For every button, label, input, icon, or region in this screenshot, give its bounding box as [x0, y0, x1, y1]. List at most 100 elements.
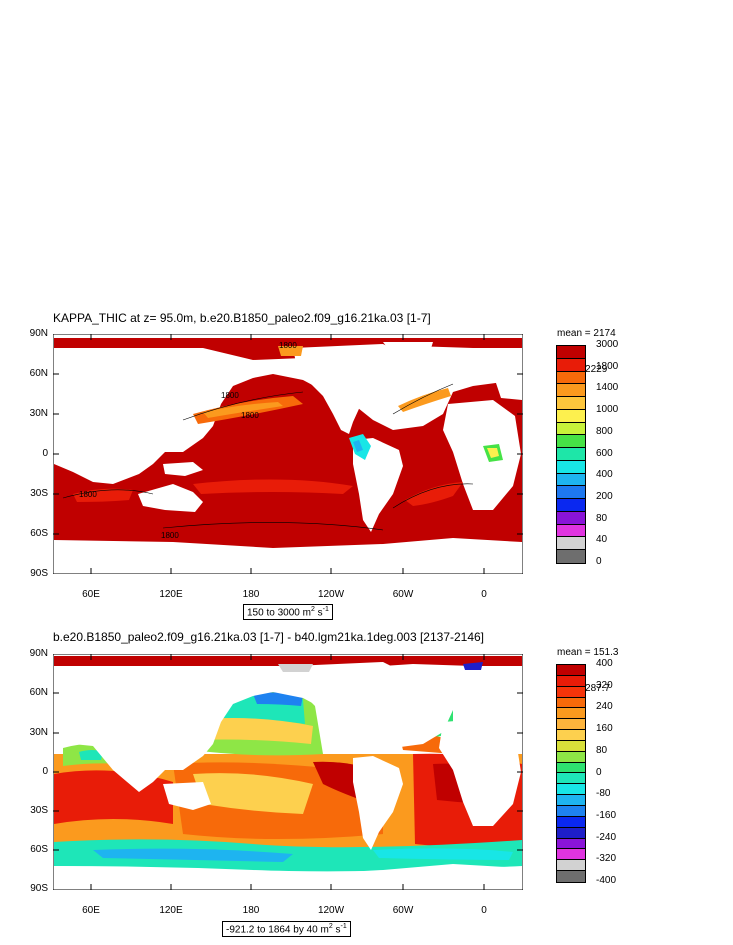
y-tick-label: 90N	[29, 328, 48, 339]
colorbar-segment	[557, 511, 585, 525]
land-mask	[54, 342, 522, 573]
colorbar-segment	[557, 697, 585, 709]
y-tick-label: 0	[42, 448, 48, 459]
range-box: 150 to 3000 m2 s-1	[243, 604, 333, 621]
x-tick-label: 120E	[159, 589, 183, 600]
y-tick-label: 60N	[29, 687, 48, 698]
contour-label: 1800	[221, 391, 239, 400]
colorbar-segment	[557, 409, 585, 423]
colorbar-segment	[557, 838, 585, 850]
colorbar-label: -240	[596, 831, 617, 843]
panel-title: KAPPA_THIC at z= 95.0m, b.e20.B1850_pale…	[53, 311, 431, 325]
axis-ticks	[53, 654, 523, 890]
y-tick-label: 60S	[30, 528, 48, 539]
contour-highlights	[73, 346, 503, 506]
colorbar-segment	[557, 719, 585, 731]
x-tick-label: 0	[481, 589, 487, 600]
y-tick-label: 30N	[29, 727, 48, 738]
colorbar-segment	[557, 773, 585, 785]
colorbar-bottom	[556, 664, 586, 883]
colorbar-label: -80	[596, 788, 611, 800]
range-box: -921.2 to 1864 by 40 m2 s-1	[222, 921, 351, 938]
polar-features	[278, 662, 483, 672]
colorbar-label: 3000	[596, 339, 619, 350]
colorbar-label: 0	[596, 556, 602, 567]
colorbar-segment	[557, 486, 585, 499]
x-tick-label: 120W	[317, 589, 345, 600]
colorbar-segment	[557, 860, 585, 872]
colorbar-segment	[557, 550, 585, 563]
colorbar-segment	[557, 751, 585, 763]
colorbar-segment	[557, 762, 585, 774]
x-tick-label: 180	[242, 905, 260, 916]
x-tick-label: 120E	[159, 905, 183, 916]
x-tick-label: 60E	[82, 589, 100, 600]
colorbar-segment	[557, 805, 585, 817]
colorbar-segment	[557, 740, 585, 752]
colorbar-segment	[557, 686, 585, 698]
contour-label: 1800	[161, 531, 179, 540]
colorbar-segment	[557, 795, 585, 806]
colorbar-segment	[557, 460, 585, 474]
colorbar-segment	[557, 473, 585, 487]
colorbar-segment	[557, 346, 585, 359]
colorbar-label: -320	[596, 853, 617, 865]
colorbar-label: 400	[596, 658, 613, 669]
y-tick-label: 90S	[30, 883, 48, 894]
colorbar-segment	[557, 816, 585, 828]
colorbar-label: 80	[596, 512, 608, 524]
colorbar-segment	[557, 371, 585, 385]
contour-label: 1800	[241, 411, 259, 420]
contour-label: 1800	[279, 341, 297, 350]
x-tick-label: 60W	[392, 905, 414, 916]
colorbar-segment	[557, 849, 585, 861]
colorbar-label: 1000	[596, 404, 619, 416]
colorbar-label: 400	[596, 469, 613, 481]
colorbar-label: 1400	[596, 382, 619, 394]
colorbar-segment	[557, 784, 585, 796]
contour-label-group: 1800 1800 1800 1800 1800	[79, 341, 297, 540]
contour-lines	[62, 383, 474, 531]
panel-title: b.e20.B1850_paleo2.f09_g16.21ka.03 [1-7]…	[53, 630, 485, 644]
y-tick-label: 30S	[30, 805, 48, 816]
colorbar-segment	[557, 871, 585, 882]
colorbar-label: -160	[596, 809, 617, 821]
x-tick-label: 0	[481, 905, 487, 916]
colorbar-segment	[557, 675, 585, 687]
mean-value: mean = 2174	[557, 328, 616, 339]
y-tick-label: 30S	[30, 488, 48, 499]
colorbar-label: 0	[596, 766, 602, 778]
x-tick-label: 60E	[82, 905, 100, 916]
mean-value: mean = 151.3	[557, 647, 619, 658]
x-tick-label: 180	[242, 589, 260, 600]
colorbar-segment	[557, 358, 585, 372]
colorbar-label: 320	[596, 679, 613, 691]
land-mask	[54, 662, 522, 889]
y-tick-label: 60N	[29, 368, 48, 379]
colorbar-segment	[557, 397, 585, 410]
colorbar-label: 160	[596, 723, 613, 735]
colorbar-label: 240	[596, 701, 613, 713]
colorbar-segment	[557, 524, 585, 538]
colorbar-label: 80	[596, 744, 608, 756]
y-tick-label: 90N	[29, 648, 48, 659]
map-plot-bottom	[53, 654, 523, 890]
contour-label: 1800	[79, 490, 97, 499]
colorbar-segment	[557, 730, 585, 741]
colorbar-label: 800	[596, 425, 613, 437]
colorbar-segment	[557, 435, 585, 448]
colorbar-segment	[557, 448, 585, 461]
colorbar-top	[556, 345, 586, 564]
colorbar-label: 600	[596, 447, 613, 459]
map-plot-top: 1800 1800 1800 1800 1800	[53, 334, 523, 574]
panel-top: KAPPA_THIC at z= 95.0m, b.e20.B1850_pale…	[29, 311, 619, 621]
colorbar-segment	[557, 827, 585, 839]
colorbar-label: 40	[596, 534, 608, 546]
x-tick-label: 120W	[317, 905, 345, 916]
colorbar-segment	[557, 537, 585, 550]
colorbar-segment	[557, 422, 585, 436]
colorbar-segment	[557, 384, 585, 397]
colorbar-segment	[557, 665, 585, 676]
x-tick-label: 60W	[392, 589, 414, 600]
